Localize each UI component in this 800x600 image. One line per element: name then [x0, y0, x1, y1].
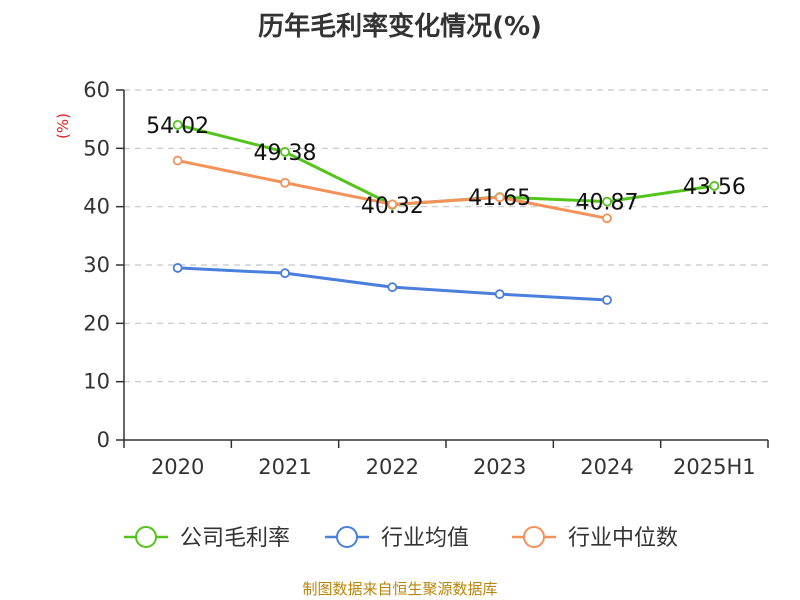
x-tick-label: 2022 [366, 455, 419, 479]
data-point [172, 155, 183, 166]
y-tick-label: 40 [83, 195, 110, 219]
legend-label: 行业均值 [381, 526, 469, 551]
data-label: 49.38 [254, 141, 317, 166]
data-point [602, 196, 612, 207]
data-point [387, 282, 398, 293]
legend-label: 公司毛利率 [180, 526, 290, 551]
data-label: 54.02 [146, 114, 209, 139]
legend-marker [523, 526, 545, 548]
legend-label: 行业中位数 [568, 526, 678, 551]
legend-marker [135, 526, 157, 548]
x-tick-label: 2023 [473, 455, 526, 479]
x-tick-label: 2020 [151, 455, 204, 479]
y-tick-label: 50 [83, 136, 110, 160]
source-note: 制图数据来自恒生聚源数据库 [302, 580, 498, 598]
data-point [280, 177, 290, 188]
data-label: 40.32 [361, 194, 424, 219]
data-point [172, 263, 183, 273]
data-point [709, 180, 720, 191]
data-label: 43.56 [683, 175, 746, 200]
data-point [387, 199, 398, 210]
data-label: 41.65 [468, 186, 531, 211]
x-tick-label: 2021 [258, 455, 311, 479]
data-point [172, 119, 183, 130]
data-point [602, 295, 612, 305]
data-point [280, 147, 290, 157]
y-tick-label: 20 [83, 311, 110, 335]
data-point [494, 192, 505, 203]
chart-title: 历年毛利率变化情况(%) [258, 12, 542, 42]
data-point [602, 213, 612, 224]
legend-marker [336, 526, 358, 548]
x-tick-label: 2025H1 [673, 455, 756, 479]
y-tick-label: 60 [83, 78, 110, 102]
data-point [280, 268, 290, 279]
y-axis-label: (%) [54, 113, 72, 139]
y-tick-label: 30 [83, 253, 110, 277]
x-tick-label: 2024 [580, 455, 633, 479]
y-tick-label: 10 [83, 370, 110, 394]
data-point [494, 289, 505, 300]
data-label: 40.87 [576, 191, 639, 216]
y-tick-label: 0 [97, 428, 110, 452]
